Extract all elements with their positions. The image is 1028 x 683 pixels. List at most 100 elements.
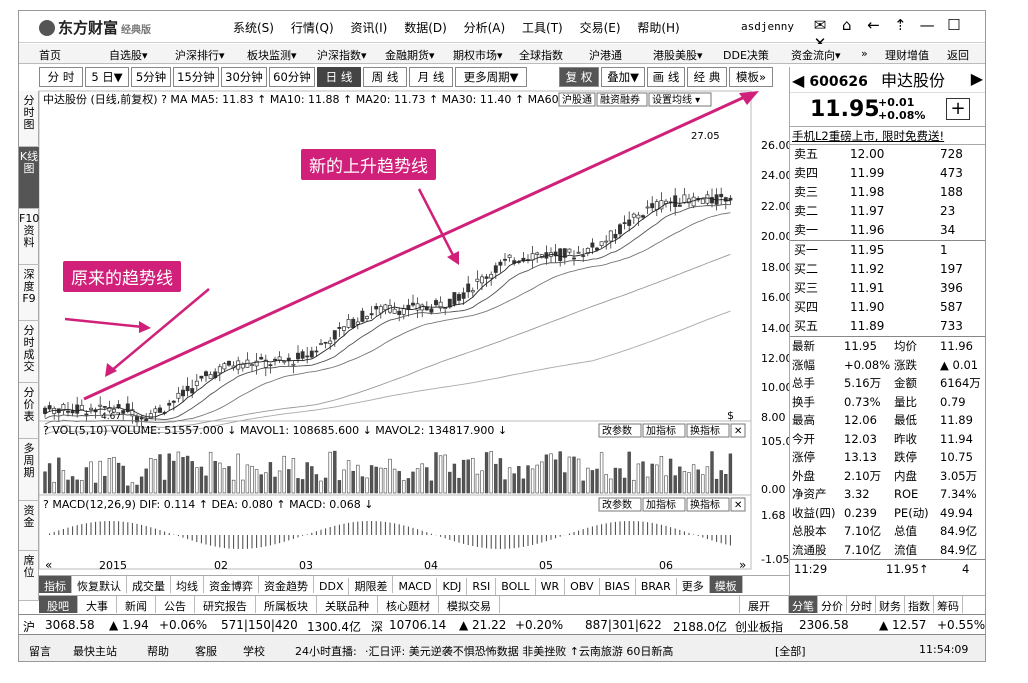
nav-ranking[interactable]: 沪深排行▾ [175,49,225,62]
bid-row[interactable]: 买五 11.89 733 [790,317,985,336]
stat-row[interactable]: 收益(四) 0.239 PE(动) 49.94 [790,504,985,523]
tab-chips[interactable]: 筹码 [934,596,963,613]
tab-fund-trend[interactable]: 资金趋势 [259,576,314,593]
tab-timeshare[interactable]: 分时 [847,596,876,613]
tab-sim-trade[interactable]: 模拟交易 [439,596,500,613]
tab-reset[interactable]: 恢复默认 [72,576,127,593]
period-monthly[interactable]: 月 线 [409,67,453,87]
nav-futures[interactable]: 金融期货▾ [385,49,435,62]
overlay-button[interactable]: 叠加▼ [601,67,645,87]
switch-indicator-button[interactable]: 换指标 [690,498,720,511]
nav-home[interactable]: 首页 [39,49,61,62]
period-weekly[interactable]: 周 线 [363,67,407,87]
kline-chart[interactable]: 中达股份 (日线,前复权) ? MA MA5: 11.83 ↑ MA10: 11… [39,89,789,575]
tab-template[interactable]: 模板 [709,576,743,593]
period-30min[interactable]: 30分钟 [221,67,267,87]
tab-price-dist[interactable]: 分价 [818,596,847,613]
up-icon[interactable]: ⇡ [894,16,907,34]
tab-index[interactable]: 指数 [905,596,934,613]
tab-indicator[interactable]: 指标 [39,576,72,593]
close-panel-icon[interactable]: ✕ [734,500,742,511]
tab-related[interactable]: 关联品种 [317,596,378,613]
stat-row[interactable]: 今开 12.03 昨收 11.94 [790,430,985,449]
tab-fund-game[interactable]: 资金博弈 [204,576,259,593]
menu-trade[interactable]: 交易(E) [579,21,621,35]
nav-fund-flow[interactable]: 资金流向▾ [791,49,841,62]
scroll-left-icon[interactable]: « [45,558,52,572]
tab-multi-period[interactable]: 多周期 [19,439,39,501]
minimize-icon[interactable]: — [919,16,935,34]
tab-kdj[interactable]: KDJ [437,578,468,595]
stat-row[interactable]: 最高 12.06 最低 11.89 [790,411,985,430]
tab-spread[interactable]: 期限差 [349,576,394,593]
period-5min[interactable]: 5分钟 [131,67,171,87]
menu-info[interactable]: 资讯(I) [350,21,388,35]
next-stock-icon[interactable]: ▶ [970,69,983,88]
tab-seats[interactable]: 席位 [19,551,39,601]
switch-indicator-button[interactable]: 换指标 [690,424,720,437]
tab-price-table[interactable]: 分价表 [19,383,39,439]
adjust-button[interactable]: 复 权 [559,67,599,87]
sh-index[interactable]: 3068.58 [45,618,95,632]
tab-kline[interactable]: K线图 [19,147,39,209]
menu-quote[interactable]: 行情(Q) [290,21,334,35]
tab-tick-trades[interactable]: 分时成交 [19,321,39,383]
nav-dde[interactable]: DDE决策 [723,49,769,62]
period-60min[interactable]: 60分钟 [269,67,315,87]
tab-intraday[interactable]: 分时图 [19,91,39,147]
ma-settings-button[interactable]: 设置均线 ▾ [652,93,700,106]
ask-row[interactable]: 卖四 11.99 473 [790,164,985,183]
tab-wr[interactable]: WR [536,578,566,595]
tab-forum[interactable]: 股吧 [39,596,78,613]
stat-row[interactable]: 流通股 7.10亿 流值 84.9亿 [790,541,985,560]
nav-hk-connect[interactable]: 沪港通 [589,49,622,62]
add-indicator-button[interactable]: 加指标 [646,424,676,437]
menu-tools[interactable]: 工具(T) [522,21,563,35]
tab-f10[interactable]: F10资料 [19,209,39,265]
nav-options[interactable]: 期权市场▾ [453,49,503,62]
tab-macd[interactable]: MACD [393,578,438,595]
bid-row[interactable]: 买二 11.92 197 [790,260,985,279]
news-ticker[interactable]: ·汇日评: 美元逆袭不惧恐怖数据 非美挫败 ↑云南旅游 60日新高 [365,645,674,658]
tab-volume[interactable]: 成交量 [127,576,171,593]
edit-params-button[interactable]: 改参数 [602,424,632,437]
bid-row[interactable]: 买三 11.91 396 [790,279,985,298]
nav-index[interactable]: 沪深指数▾ [317,49,367,62]
tab-ma[interactable]: 均线 [171,576,204,593]
maximize-icon[interactable]: ☐ [947,16,961,34]
period-5day[interactable]: 5 日▼ [85,67,129,87]
school-button[interactable]: 学校 [243,645,265,658]
tab-obv[interactable]: OBV [565,578,600,595]
edit-params-button[interactable]: 改参数 [602,498,632,511]
tab-finance[interactable]: 财务 [876,596,905,613]
stat-row[interactable]: 换手 0.73% 量比 0.79 [790,393,985,412]
menu-analysis[interactable]: 分析(A) [463,21,506,35]
stat-row[interactable]: 涨幅 +0.08% 涨跌 ▲ 0.01 [790,356,985,375]
nav-hk-us[interactable]: 港股美股▾ [653,49,703,62]
tab-brar[interactable]: BRAR [636,578,677,595]
sz-index[interactable]: 10706.14 [389,618,447,632]
margin-button[interactable]: 融资融券 [600,93,640,106]
mail-icon[interactable]: ✉ [813,16,827,34]
ask-row[interactable]: 卖一 11.96 34 [790,221,985,240]
back-icon[interactable]: ← [867,16,880,34]
template-button[interactable]: 模板» [729,67,773,87]
cy-index[interactable]: 2306.58 [799,618,849,632]
tab-ticks[interactable]: 分笔 [789,596,818,613]
tab-bias[interactable]: BIAS [600,578,636,595]
help-button[interactable]: 帮助 [147,645,169,658]
stat-row[interactable]: 总手 5.16万 金额 6164万 [790,374,985,393]
draw-line-button[interactable]: 画 线 [647,67,685,87]
tab-funds[interactable]: 资金 [19,501,39,551]
home-icon[interactable]: ⌂ [842,16,852,34]
period-more[interactable]: 更多周期▼ [455,67,527,87]
stat-row[interactable]: 最新 11.95 均价 11.96 [790,337,985,356]
add-indicator-button[interactable]: 加指标 [646,498,676,511]
menu-help[interactable]: 帮助(H) [637,21,680,35]
period-daily[interactable]: 日 线 [317,67,361,87]
nav-watchlist[interactable]: 自选股▾ [109,49,148,62]
promo-link[interactable]: 手机L2重磅上市, 限时免费送! [790,127,985,145]
nav-global-index[interactable]: 全球指数 [519,49,563,62]
nav-wealth[interactable]: 理财增值 [885,49,929,62]
prev-stock-icon[interactable]: ◀ [792,71,805,90]
